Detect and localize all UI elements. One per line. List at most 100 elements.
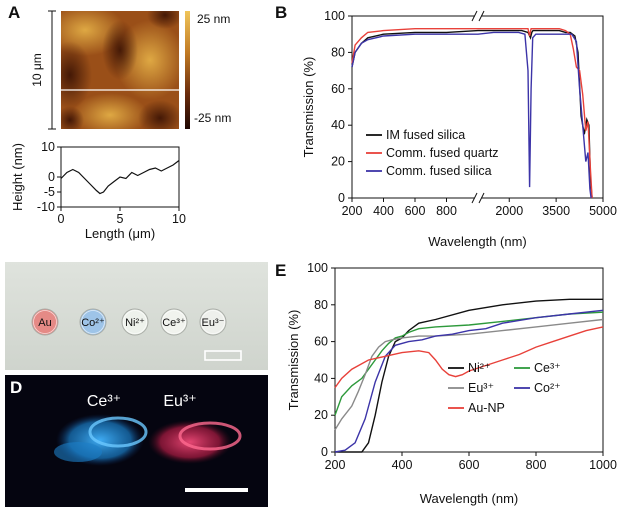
scale-bar-c: [204, 350, 242, 361]
panel-e-letter: E: [275, 261, 286, 280]
x-tick-label-a: 0: [58, 212, 65, 226]
disc-4: Ce³⁺: [160, 308, 188, 336]
disc-4-body: [160, 308, 188, 336]
y-tick-label-b: 80: [331, 45, 345, 59]
disc-1-rim: [33, 310, 57, 334]
disc-3-body: [121, 308, 149, 336]
x-axis-label-b: Wavelength (nm): [428, 234, 527, 249]
y-tick-label-e: 40: [314, 371, 328, 385]
legend-label-e: Au-NP: [468, 401, 505, 415]
series-line-e: [334, 326, 604, 389]
series-line-e: [334, 309, 604, 453]
series-line-profile: [60, 160, 180, 195]
disc-2-rim: [81, 310, 105, 334]
disc-2: Co²⁺: [79, 308, 107, 336]
y-axis-label-a: Height (nm): [10, 143, 25, 211]
chart-e-transmission: 0 20 40 60 80 100 200 400 600 800 1000 Wavelength (…: [286, 261, 617, 506]
axis-break-mask-top: [475, 13, 481, 19]
series-line-comm-fused-silica: [351, 31, 592, 199]
disc-5-rim: [201, 310, 225, 334]
x-tick-label-a: 5: [117, 212, 124, 226]
disc-5: Eu³⁻: [199, 308, 227, 336]
label-eu: Eu³⁺: [163, 393, 196, 410]
disc-4-label: Ce³⁺: [162, 317, 186, 329]
x-tick-label-e: 200: [325, 458, 346, 472]
axis-break-mark: [478, 192, 485, 204]
panel-d-letter: D: [10, 378, 22, 397]
panel-a-letter: A: [8, 3, 20, 22]
y-tick-label-e: 0: [321, 445, 328, 459]
y-tick-label-b: 40: [331, 118, 345, 132]
disc-1-body: [31, 308, 59, 336]
photo-c: Au Co²⁺ Ni²⁺ Ce³⁺ Eu³⁻: [5, 262, 268, 370]
disc-1: Au: [31, 308, 59, 336]
legend-label-e: Co²⁺: [534, 381, 561, 395]
label-ce: Ce³⁺: [87, 393, 121, 410]
x-tick-label-b: 600: [405, 204, 426, 218]
legend-label-b: Comm. fused silica: [386, 164, 492, 178]
disc-5-label: Eu³⁻: [202, 317, 225, 329]
y-axis-label-e: Transmission (%): [286, 310, 301, 411]
y-tick-label-b: 100: [324, 9, 345, 23]
afm-size-label: 10 μm: [30, 53, 44, 87]
x-tick-label-b: 3500: [542, 204, 570, 218]
x-tick-label-b: 2000: [495, 204, 523, 218]
legend-label-e: Ce³⁺: [534, 361, 561, 375]
x-tick-label-e: 400: [392, 458, 413, 472]
legend-label-e: Eu³⁺: [468, 381, 494, 395]
legend-label-e: Ni²⁺: [468, 361, 491, 375]
eu-glow-disc: [148, 420, 242, 464]
y-tick-label-a: -5: [44, 185, 55, 199]
y-tick-label-a: 0: [48, 170, 55, 184]
scale-bar-d: [185, 488, 248, 492]
x-tick-label-e: 1000: [589, 458, 617, 472]
legend-label-b: Comm. fused quartz: [386, 146, 499, 160]
x-tick-label-b: 5000: [589, 204, 617, 218]
afm-scale-max: 25 nm: [197, 12, 230, 26]
disc-2-label: Co²⁺: [81, 317, 105, 329]
y-tick-label-b: 20: [331, 155, 345, 169]
afm-size-bar: 10 μm: [30, 10, 56, 130]
x-tick-label-a: 10: [172, 212, 186, 226]
chart-b-transmission: 0 20 40 60 80 100 200 400 600 800 2000 3500 5000 Wave…: [301, 9, 617, 249]
x-tick-label-b: 200: [342, 204, 363, 218]
ce-glow-disc: [54, 414, 148, 466]
photo-d: D Ce³⁺ Eu³⁺: [5, 375, 268, 507]
x-tick-label-b: 400: [373, 204, 394, 218]
series-line-e: [334, 318, 604, 431]
afm-color-scale: 25 nm -25 nm: [185, 11, 231, 129]
disc-2-body: [79, 308, 107, 336]
y-tick-label-e: 80: [314, 298, 328, 312]
y-tick-label-e: 60: [314, 335, 328, 349]
disc-5-body: [199, 308, 227, 336]
disc-3: Ni²⁺: [121, 308, 149, 336]
y-tick-label-e: 20: [314, 408, 328, 422]
legend-label-b: IM fused silica: [386, 128, 465, 142]
axis-break-mark: [471, 192, 478, 204]
series-line-e: [335, 298, 603, 453]
disc-3-label: Ni²⁺: [125, 317, 145, 329]
disc-3-rim: [123, 310, 147, 334]
x-axis-label-e: Wavelength (nm): [420, 491, 519, 506]
y-tick-label-b: 60: [331, 82, 345, 96]
y-tick-label-a: 10: [41, 140, 55, 154]
disc-4-rim: [162, 310, 186, 334]
y-tick-label-b: 0: [338, 191, 345, 205]
afm-scale-min: -25 nm: [194, 111, 231, 125]
axis-break-mask-bottom: [475, 195, 481, 201]
x-tick-label-e: 600: [459, 458, 480, 472]
axis-break-mark: [478, 10, 485, 22]
afm-image: [61, 11, 179, 129]
y-axis-label-b: Transmission (%): [301, 57, 316, 158]
x-tick-label-b: 800: [436, 204, 457, 218]
x-axis-label-a: Length (μm): [85, 226, 155, 241]
disc-row: Au Co²⁺ Ni²⁺ Ce³⁺ Eu³⁻: [31, 308, 227, 336]
disc-1-label: Au: [38, 317, 51, 329]
series-line-e: [334, 311, 604, 416]
y-tick-label-e: 100: [307, 261, 328, 275]
series-line-comm-fused-quartz: [351, 28, 593, 199]
y-tick-label-a: -10: [37, 200, 55, 214]
panel-b-letter: B: [275, 3, 287, 22]
